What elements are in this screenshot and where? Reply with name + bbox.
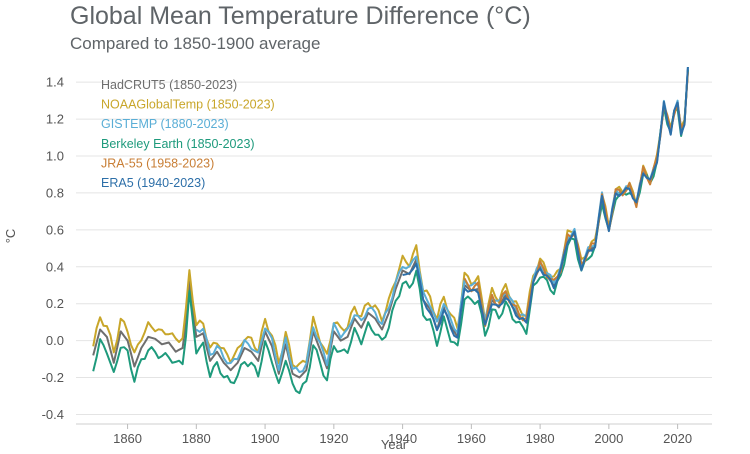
legend-entry: GISTEMP (1880-2023) xyxy=(101,117,229,131)
chart-subtitle: Compared to 1850-1900 average xyxy=(70,34,321,53)
series-lines xyxy=(92,66,689,395)
x-tick-label: 1960 xyxy=(457,431,486,446)
chart-title: Global Mean Temperature Difference (°C) xyxy=(70,2,531,30)
x-tick-label: 2020 xyxy=(663,431,692,446)
series-line-3 xyxy=(92,69,689,395)
legend: HadCRUT5 (1850-2023) NOAAGlobalTemp (1850… xyxy=(101,78,275,190)
x-tick-label: 1940 xyxy=(388,431,417,446)
legend-entry: HadCRUT5 (1850-2023) xyxy=(101,78,237,92)
x-tick-label: 1980 xyxy=(526,431,555,446)
y-tick-label: 0.4 xyxy=(46,259,64,274)
y-axis-ticks: -0.4 -0.2 0.0 0.2 0.4 0.6 0.8 1.0 1.2 1.4 xyxy=(42,75,64,422)
y-tick-label: 1.0 xyxy=(46,149,64,164)
y-tick-label: 0.0 xyxy=(46,333,64,348)
y-tick-label: 0.8 xyxy=(46,185,64,200)
y-tick-label: -0.4 xyxy=(42,407,64,422)
y-tick-label: 0.6 xyxy=(46,222,64,237)
x-tick-label: 1860 xyxy=(113,431,142,446)
series-line-5 xyxy=(402,66,689,339)
x-tick-label: 1880 xyxy=(182,431,211,446)
legend-entry: JRA-55 (1958-2023) xyxy=(101,156,214,170)
y-axis-label: °C xyxy=(3,229,18,244)
x-tick-label: 1900 xyxy=(251,431,280,446)
y-tick-label: 1.2 xyxy=(46,112,64,127)
legend-entry: Berkeley Earth (1850-2023) xyxy=(101,137,255,151)
y-tick-label: 0.2 xyxy=(46,296,64,311)
x-axis-label: Year xyxy=(381,437,408,452)
x-axis-ticks: 1860 1880 1900 1920 1940 1960 1980 2000 2020 xyxy=(76,423,712,446)
y-tick-label: -0.2 xyxy=(42,370,64,385)
series-line-4 xyxy=(463,72,689,327)
legend-entry: NOAAGlobalTemp (1850-2023) xyxy=(101,98,275,112)
x-tick-label: 1920 xyxy=(319,431,348,446)
legend-entry: ERA5 (1940-2023) xyxy=(101,176,205,190)
y-tick-label: 1.4 xyxy=(46,75,64,90)
x-tick-label: 2000 xyxy=(594,431,623,446)
grid-lines xyxy=(76,81,712,415)
